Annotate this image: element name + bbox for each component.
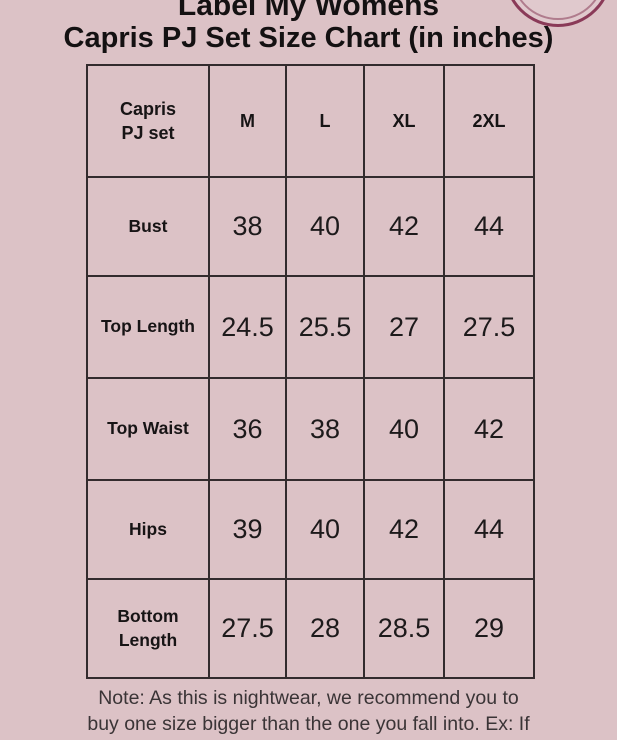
page-title-line1: Label My Womens [177, 0, 440, 22]
cell-bust-xl: 42 [363, 176, 445, 277]
column-header-product: Capris PJ set [86, 64, 210, 178]
column-header-size-l: L [285, 64, 365, 178]
cell-top-waist-m: 36 [208, 377, 287, 481]
cell-hips-m: 39 [208, 479, 287, 580]
cell-top-length-2xl: 27.5 [443, 275, 535, 379]
column-header-size-xl: XL [363, 64, 445, 178]
cell-hips-2xl: 44 [443, 479, 535, 580]
row-label-top-waist: Top Waist [86, 377, 210, 481]
row-label-hips: Hips [86, 479, 210, 580]
cell-bottom-length-2xl: 29 [443, 578, 535, 679]
page-title: Label My Womens Capris PJ Set Size Chart… [0, 0, 617, 54]
cell-bust-2xl: 44 [443, 176, 535, 277]
size-note-text: Note: As this is nightwear, we recommend… [87, 687, 530, 735]
cell-bottom-length-m: 27.5 [208, 578, 287, 679]
header-row: Capris PJ set M L XL 2XL [86, 64, 535, 178]
column-header-size-m: M [208, 64, 287, 178]
cell-bottom-length-l: 28 [285, 578, 365, 679]
table-row-bust: Bust 38 40 42 44 [86, 176, 535, 277]
table-row-top-length: Top Length 24.5 25.5 27 27.5 [86, 275, 535, 379]
table-row-hips: Hips 39 40 42 44 [86, 479, 535, 580]
cell-top-length-xl: 27 [363, 275, 445, 379]
table-row-top-waist: Top Waist 36 38 40 42 [86, 377, 535, 481]
cell-top-length-m: 24.5 [208, 275, 287, 379]
cell-hips-xl: 42 [363, 479, 445, 580]
cell-hips-l: 40 [285, 479, 365, 580]
column-header-size-2xl: 2XL [443, 64, 535, 178]
row-label-bust: Bust [86, 176, 210, 277]
size-chart-table: Capris PJ set M L XL 2XL Bust 38 40 42 4… [86, 64, 535, 679]
table-row-bottom-length: Bottom Length 27.5 28 28.5 29 [86, 578, 535, 679]
cell-bust-m: 38 [208, 176, 287, 277]
row-label-top-length: Top Length [86, 275, 210, 379]
cell-top-length-l: 25.5 [285, 275, 365, 379]
cell-top-waist-2xl: 42 [443, 377, 535, 481]
row-label-bottom-length: Bottom Length [86, 578, 210, 679]
cell-bust-l: 40 [285, 176, 365, 277]
cell-top-waist-l: 38 [285, 377, 365, 481]
cell-bottom-length-xl: 28.5 [363, 578, 445, 679]
cell-top-waist-xl: 40 [363, 377, 445, 481]
page-title-line2: Capris PJ Set Size Chart (in inches) [63, 22, 554, 54]
